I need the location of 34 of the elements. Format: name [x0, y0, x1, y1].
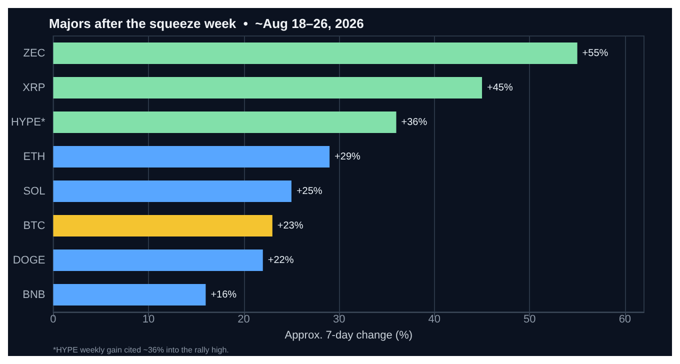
bar	[53, 250, 263, 271]
y-tick-label: BTC	[23, 220, 46, 232]
x-axis-title: Approx. 7-day change (%)	[284, 329, 413, 342]
x-tick-label: 30	[332, 314, 346, 326]
y-tick-label: DOGE	[12, 254, 46, 266]
bar	[53, 146, 330, 168]
bar	[53, 180, 292, 202]
x-tick-label: 60	[618, 314, 632, 326]
chart-title: Majors after the squeeze week • ~Aug 18–26, 2026	[49, 16, 364, 31]
y-tick-label: BNB	[22, 288, 46, 301]
x-tick-label: 50	[524, 314, 536, 326]
bar	[53, 112, 396, 133]
y-tick-label: XRP	[22, 82, 46, 94]
y-tick-label: HYPE*	[10, 116, 46, 128]
data-label: +36%	[401, 116, 428, 128]
data-label: +23%	[277, 220, 304, 232]
bar	[53, 284, 206, 306]
data-label: +45%	[487, 82, 513, 94]
x-tick-label: 40	[428, 314, 440, 326]
data-label: +55%	[582, 48, 608, 59]
data-label: +29%	[334, 151, 361, 162]
bar	[53, 42, 578, 64]
data-label: +22%	[268, 254, 294, 266]
data-label: +16%	[210, 289, 237, 300]
bar	[53, 77, 482, 98]
x-tick-label: 10	[142, 314, 155, 326]
x-tick-label: 0	[50, 314, 56, 326]
y-tick-label: SOL	[23, 185, 46, 198]
text: *HYPE weekly gain cited ~36% into the rally high.	[53, 346, 229, 354]
y-tick-label: ZEC	[23, 47, 46, 60]
bar	[53, 215, 272, 236]
x-tick-label: 20	[238, 314, 250, 326]
y-tick-label: ETH	[23, 150, 46, 163]
data-label: +25%	[296, 186, 322, 197]
